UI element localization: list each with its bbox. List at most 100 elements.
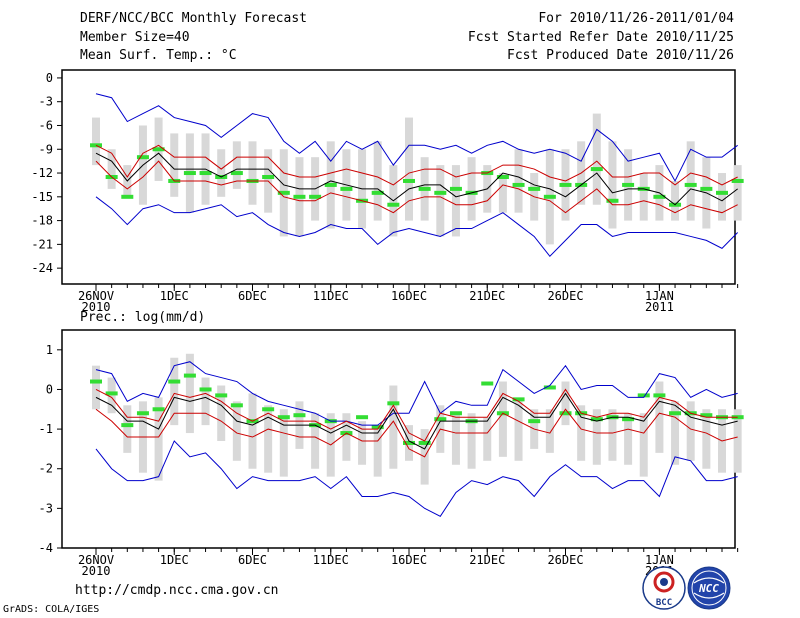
median-marker <box>340 186 353 191</box>
x-tick-label: 11DEC <box>313 289 349 303</box>
x-tick-label: 1DEC <box>160 289 189 303</box>
chart-title: DERF/NCC/BCC Monthly Forecast <box>80 11 307 26</box>
member-size-label: Member Size=40 <box>80 30 190 45</box>
spread-box <box>498 173 507 213</box>
x-tick-year-label: 2010 <box>82 564 111 578</box>
x-tick-label: 26DEC <box>547 553 583 567</box>
spread-box <box>92 117 100 166</box>
median-marker <box>684 182 697 187</box>
median-marker <box>371 190 384 195</box>
x-tick-label: 6DEC <box>238 553 267 567</box>
median-marker <box>371 425 384 430</box>
spread-box <box>107 149 116 189</box>
spread-box <box>686 141 695 221</box>
spread-box <box>514 401 523 461</box>
y-tick-label: -21 <box>31 237 53 251</box>
median-marker <box>716 190 728 195</box>
median-marker <box>183 373 196 378</box>
spread-box <box>733 409 742 473</box>
spread-box <box>624 413 633 465</box>
median-marker <box>183 171 196 176</box>
x-tick-label: 26NOV <box>78 553 114 567</box>
spread-box <box>608 409 617 461</box>
spread-box <box>405 117 413 221</box>
spread-box <box>342 413 351 461</box>
x-tick-year-label: 2011 <box>645 300 674 314</box>
median-marker <box>418 440 431 445</box>
ncc-logo-text: NCC <box>698 582 719 595</box>
median-marker <box>403 178 415 183</box>
spread-box <box>451 413 460 465</box>
series-upper-line <box>95 144 738 186</box>
spread-box <box>248 393 257 469</box>
median-marker <box>606 198 619 203</box>
series-lower-line <box>95 408 738 458</box>
y-tick-label: -3 <box>39 501 53 515</box>
series-upper-line <box>95 388 738 442</box>
spread-box <box>545 409 554 453</box>
spread-box <box>217 385 226 441</box>
median-marker <box>543 194 556 199</box>
series-max-line <box>95 93 738 183</box>
median-marker <box>622 417 635 422</box>
y-tick-label: 0 <box>46 71 53 85</box>
series-mean-line <box>95 152 738 206</box>
spread-box <box>279 409 288 477</box>
median-marker <box>543 385 556 390</box>
spread-box <box>264 405 273 473</box>
temp-panel-title: Mean Surf. Temp.: °C <box>80 48 237 63</box>
median-marker <box>136 411 149 416</box>
y-tick-label: -9 <box>39 142 53 156</box>
spread-box <box>92 365 100 410</box>
spread-box <box>467 413 476 469</box>
spread-box <box>123 405 132 453</box>
spread-box <box>232 141 241 189</box>
spread-box <box>577 405 586 461</box>
median-marker <box>262 407 275 412</box>
median-marker <box>669 411 682 416</box>
spread-box <box>733 165 742 221</box>
median-marker <box>434 417 447 422</box>
x-tick-label: 11DEC <box>313 553 349 567</box>
median-marker <box>512 182 525 187</box>
median-marker <box>528 186 541 191</box>
x-tick-label: 21DEC <box>469 553 505 567</box>
x-tick-label: 1DEC <box>160 553 189 567</box>
spread-box <box>702 409 711 469</box>
median-marker <box>136 155 149 160</box>
median-marker <box>418 186 431 191</box>
spread-box <box>248 141 257 205</box>
median-marker <box>590 417 603 422</box>
y-tick-label: -2 <box>39 462 53 476</box>
median-marker <box>512 397 525 402</box>
median-marker <box>403 440 415 445</box>
y-tick-label: -4 <box>39 541 53 555</box>
median-marker <box>700 413 713 418</box>
median-marker <box>481 381 494 386</box>
y-tick-label: -6 <box>39 118 53 132</box>
y-tick-label: -1 <box>39 422 53 436</box>
spread-box <box>373 425 382 477</box>
y-tick-label: 0 <box>46 382 53 396</box>
median-marker <box>105 391 118 396</box>
forecast-period: For 2010/11/26-2011/01/04 <box>538 11 734 26</box>
bcc-logo: BCC <box>642 566 686 610</box>
spread-box <box>498 381 507 457</box>
spread-box <box>436 165 445 237</box>
spread-box <box>671 401 680 465</box>
spread-box <box>185 353 194 434</box>
series-min-line <box>95 196 739 258</box>
spread-box <box>483 417 492 461</box>
spread-box <box>201 377 210 426</box>
median-marker <box>700 186 713 191</box>
median-marker <box>121 423 134 428</box>
median-marker <box>90 379 102 384</box>
x-tick-label: 16DEC <box>391 289 427 303</box>
series-mean-line <box>95 392 738 450</box>
median-marker <box>622 182 635 187</box>
x-tick-label: 6DEC <box>238 289 267 303</box>
source-url[interactable]: http://cmdp.ncc.cma.gov.cn <box>75 583 279 598</box>
